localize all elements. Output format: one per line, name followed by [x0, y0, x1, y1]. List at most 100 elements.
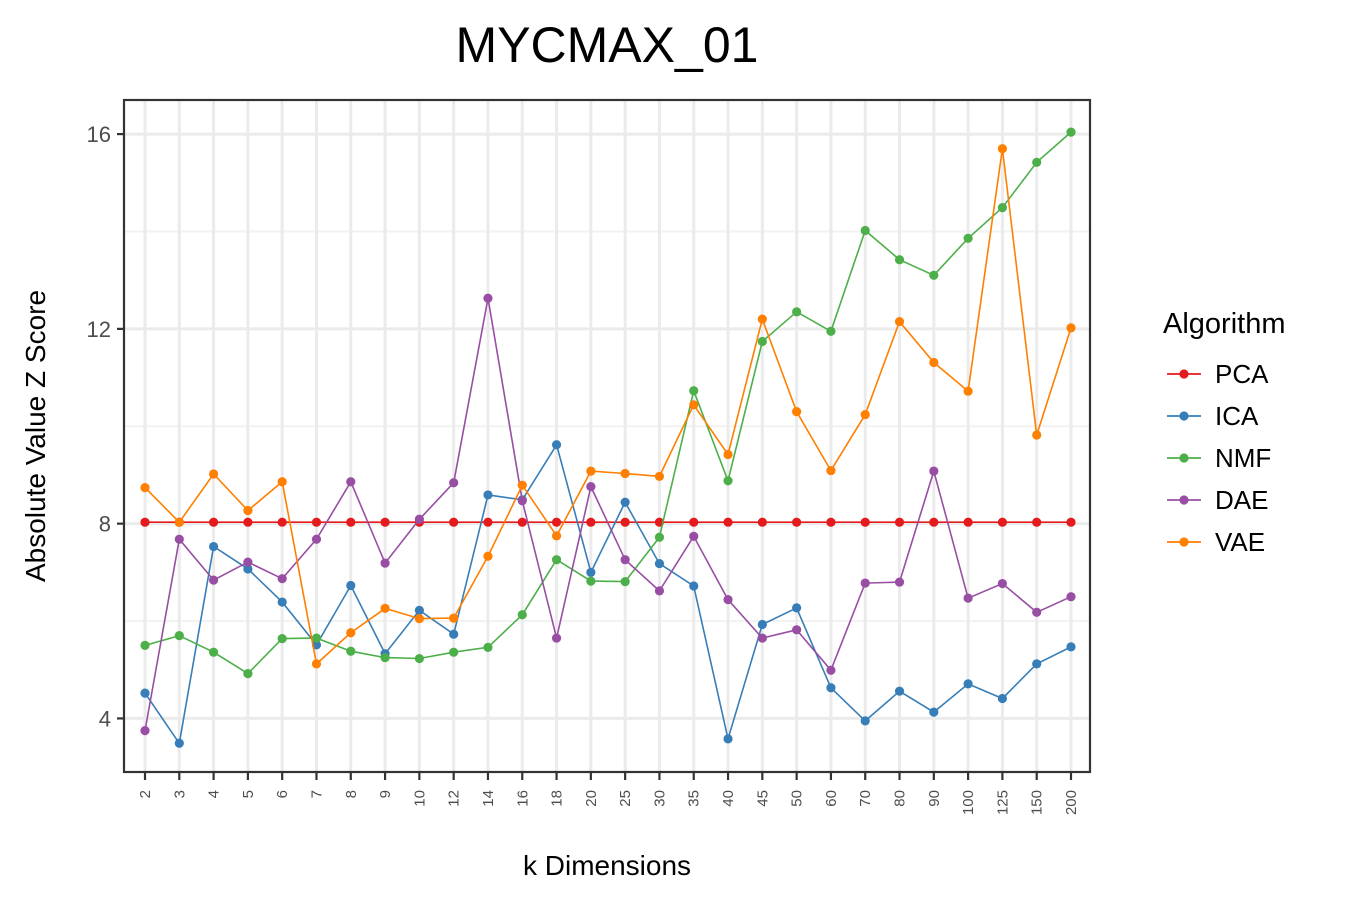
- data-point-nmf: [517, 610, 527, 620]
- data-point-nmf: [140, 640, 150, 650]
- data-point-pca: [963, 517, 973, 527]
- data-point-ica: [208, 541, 219, 552]
- data-point-ica: [414, 605, 424, 615]
- data-point-vae: [620, 468, 630, 479]
- series-line-dae: [144, 298, 1072, 731]
- data-point-dae: [997, 578, 1008, 589]
- y-axis-title: Absolute Value Z Score: [20, 290, 51, 582]
- x-axis-title: k Dimensions: [523, 850, 691, 881]
- data-point-dae: [1066, 592, 1076, 602]
- legend-title: Algorithm: [1163, 308, 1286, 340]
- x-tick-label: 200: [1063, 790, 1080, 815]
- data-point-dae: [689, 531, 699, 541]
- data-point-vae: [483, 551, 493, 561]
- series-line-vae: [144, 148, 1072, 666]
- x-tick-label: 2: [137, 790, 154, 798]
- data-point-pca: [551, 517, 562, 527]
- x-tick-label: 60: [823, 790, 840, 807]
- data-point-vae: [929, 357, 939, 368]
- data-point-nmf: [346, 646, 356, 656]
- data-point-vae: [586, 466, 596, 476]
- x-tick-label: 7: [308, 790, 325, 798]
- data-point-dae: [757, 633, 767, 643]
- data-point-dae: [449, 478, 459, 488]
- x-tick-label: 45: [754, 790, 771, 807]
- data-point-nmf: [620, 577, 630, 587]
- x-tick-label: 12: [446, 790, 463, 807]
- data-point-pca: [894, 517, 905, 527]
- data-point-dae: [243, 557, 253, 567]
- chart-title: MYCMAX_01: [456, 17, 759, 73]
- data-point-nmf: [826, 326, 836, 336]
- data-point-nmf: [380, 652, 390, 663]
- data-point-dae: [483, 293, 493, 303]
- data-point-vae: [757, 314, 767, 324]
- data-point-pca: [483, 517, 493, 527]
- legend-label-pca: PCA: [1215, 359, 1269, 389]
- x-tick-label: 50: [789, 790, 806, 807]
- data-point-vae: [140, 483, 150, 493]
- data-point-nmf: [723, 476, 733, 486]
- data-point-dae: [723, 595, 733, 605]
- data-point-nmf: [792, 307, 802, 317]
- data-point-pca: [792, 517, 802, 527]
- data-point-nmf: [551, 555, 562, 565]
- data-point-ica: [826, 683, 836, 693]
- data-point-nmf: [757, 336, 767, 347]
- data-point-nmf: [997, 203, 1008, 213]
- data-point-dae: [311, 534, 322, 544]
- x-tick-label: 3: [171, 790, 188, 798]
- legend-key-point: [1179, 537, 1189, 547]
- data-point-dae: [414, 514, 424, 524]
- data-point-vae: [689, 400, 699, 410]
- data-point-vae: [826, 465, 836, 476]
- data-point-pca: [449, 517, 459, 527]
- x-tick-label: 70: [857, 790, 874, 807]
- data-point-dae: [586, 482, 596, 492]
- data-point-dae: [517, 496, 527, 506]
- data-point-vae: [449, 613, 459, 623]
- legend-key-point: [1179, 495, 1189, 505]
- data-point-vae: [414, 614, 424, 624]
- data-point-nmf: [654, 532, 665, 542]
- x-tick-label: 18: [549, 790, 566, 807]
- data-point-pca: [826, 517, 836, 527]
- legend-key-point: [1179, 453, 1189, 463]
- data-point-ica: [243, 564, 253, 574]
- data-point-ica: [551, 440, 562, 450]
- y-tick-label: 4: [99, 706, 111, 731]
- data-point-vae: [208, 469, 219, 479]
- grid-lines: [124, 100, 1090, 772]
- data-point-vae: [1032, 430, 1042, 440]
- data-point-nmf: [860, 225, 870, 236]
- plot-panel-border: [122, 98, 1092, 774]
- data-point-nmf: [689, 386, 699, 396]
- data-point-ica: [174, 738, 184, 748]
- data-point-ica: [449, 629, 459, 639]
- data-point-pca: [517, 517, 527, 527]
- data-point-ica: [963, 679, 973, 689]
- x-tick-label: 25: [617, 790, 634, 807]
- x-tick-label: 9: [377, 790, 394, 798]
- data-point-ica: [311, 640, 322, 650]
- data-point-dae: [792, 625, 802, 635]
- x-tick-label: 125: [994, 790, 1011, 815]
- data-point-vae: [277, 477, 287, 487]
- data-point-pca: [757, 517, 767, 527]
- data-point-dae: [140, 726, 150, 736]
- data-point-dae: [1032, 607, 1042, 617]
- y-tick-label: 12: [87, 317, 111, 342]
- data-point-nmf: [929, 270, 939, 280]
- x-tick-label: 80: [892, 790, 909, 807]
- data-point-pca: [929, 517, 939, 527]
- data-point-dae: [346, 477, 356, 487]
- data-point-nmf: [243, 669, 253, 679]
- data-point-pca: [997, 517, 1008, 527]
- x-tick-label: 5: [240, 790, 257, 798]
- data-point-ica: [346, 580, 356, 591]
- data-point-vae: [792, 407, 802, 417]
- x-tick-label: 4: [206, 790, 223, 798]
